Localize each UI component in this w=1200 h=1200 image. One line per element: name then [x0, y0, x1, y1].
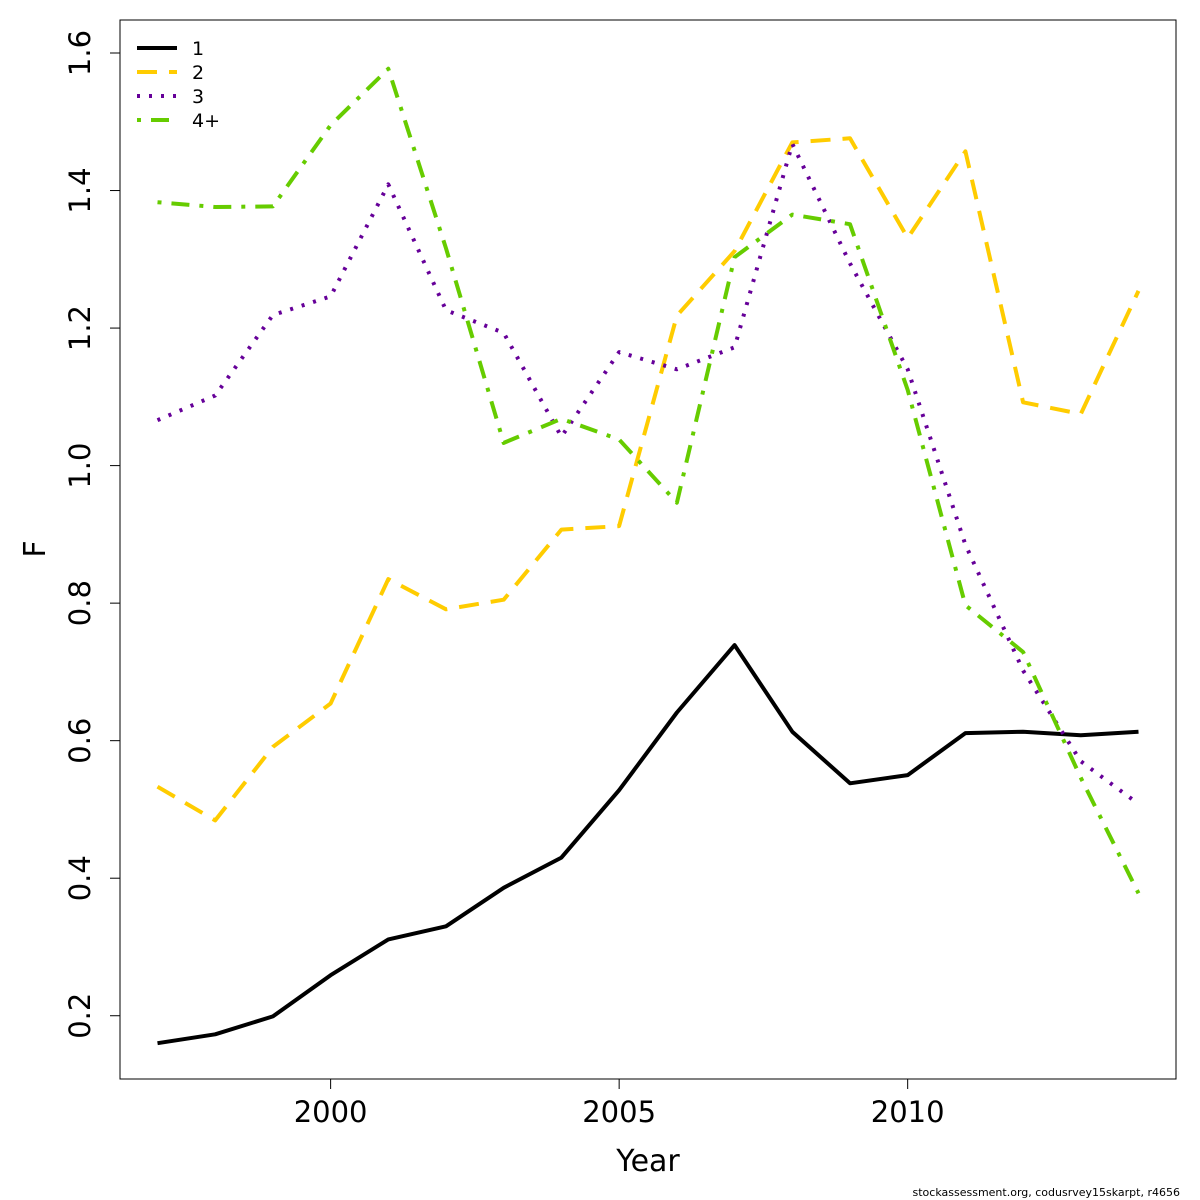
credit-text: stockassessment.org, codusrvey15skarpt, …: [913, 1186, 1180, 1199]
series-line-2: [156, 136, 1141, 823]
y-tick-label: 0.8: [63, 580, 97, 626]
legend-label: 1: [192, 38, 204, 60]
y-tick-label: 0.6: [63, 718, 97, 764]
series-line-4: [157, 66, 1141, 895]
y-axis-title: F: [18, 540, 53, 557]
y-tick-label: 1.2: [63, 305, 97, 351]
legend-item-1: 1: [137, 38, 204, 60]
x-tick-label: 2000: [294, 1095, 368, 1129]
y-tick-label: 0.2: [63, 993, 97, 1039]
legend-label: 3: [192, 86, 204, 108]
y-tick-label: 1.0: [63, 443, 97, 489]
x-tick-label: 2010: [871, 1095, 945, 1129]
legend-item-4: 4+: [137, 110, 220, 132]
y-tick-label: 1.6: [63, 30, 97, 76]
legend-item-3: 3: [137, 86, 204, 108]
legend-item-2: 2: [137, 62, 204, 84]
plot-frame: [119, 19, 1177, 1080]
y-tick-label: 1.4: [63, 167, 97, 213]
x-axis-title: Year: [615, 1144, 680, 1179]
y-axis: 0.2 0.4 0.6 0.8 1.0 1.2 1.4 1.6: [63, 30, 121, 1039]
legend-label: 2: [192, 62, 204, 84]
y-tick-label: 0.4: [63, 855, 97, 901]
series-line-1: [157, 643, 1139, 1046]
x-axis: 2000 2005 2010: [294, 1078, 945, 1129]
x-tick-label: 2005: [582, 1095, 656, 1129]
series-lines: [156, 66, 1141, 1046]
legend-label: 4+: [192, 110, 220, 132]
